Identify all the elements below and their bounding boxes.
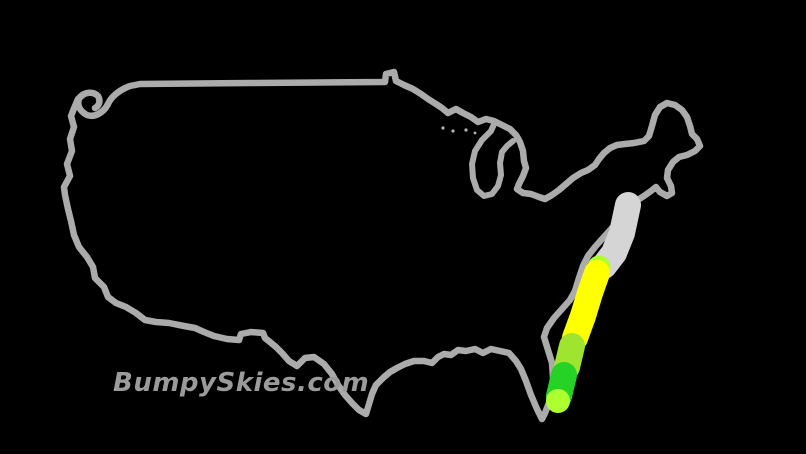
michigan-mitten-path	[469, 119, 516, 199]
us-map-outline	[60, 68, 704, 423]
route-end-dot	[546, 389, 570, 413]
watermark: BumpySkies.com	[113, 368, 370, 398]
lake-island-specks	[441, 126, 477, 135]
route-segment-gray	[591, 192, 641, 279]
route-segment-yellow	[562, 260, 610, 351]
us-coast-border-path	[60, 68, 704, 423]
flight-route	[546, 192, 641, 413]
